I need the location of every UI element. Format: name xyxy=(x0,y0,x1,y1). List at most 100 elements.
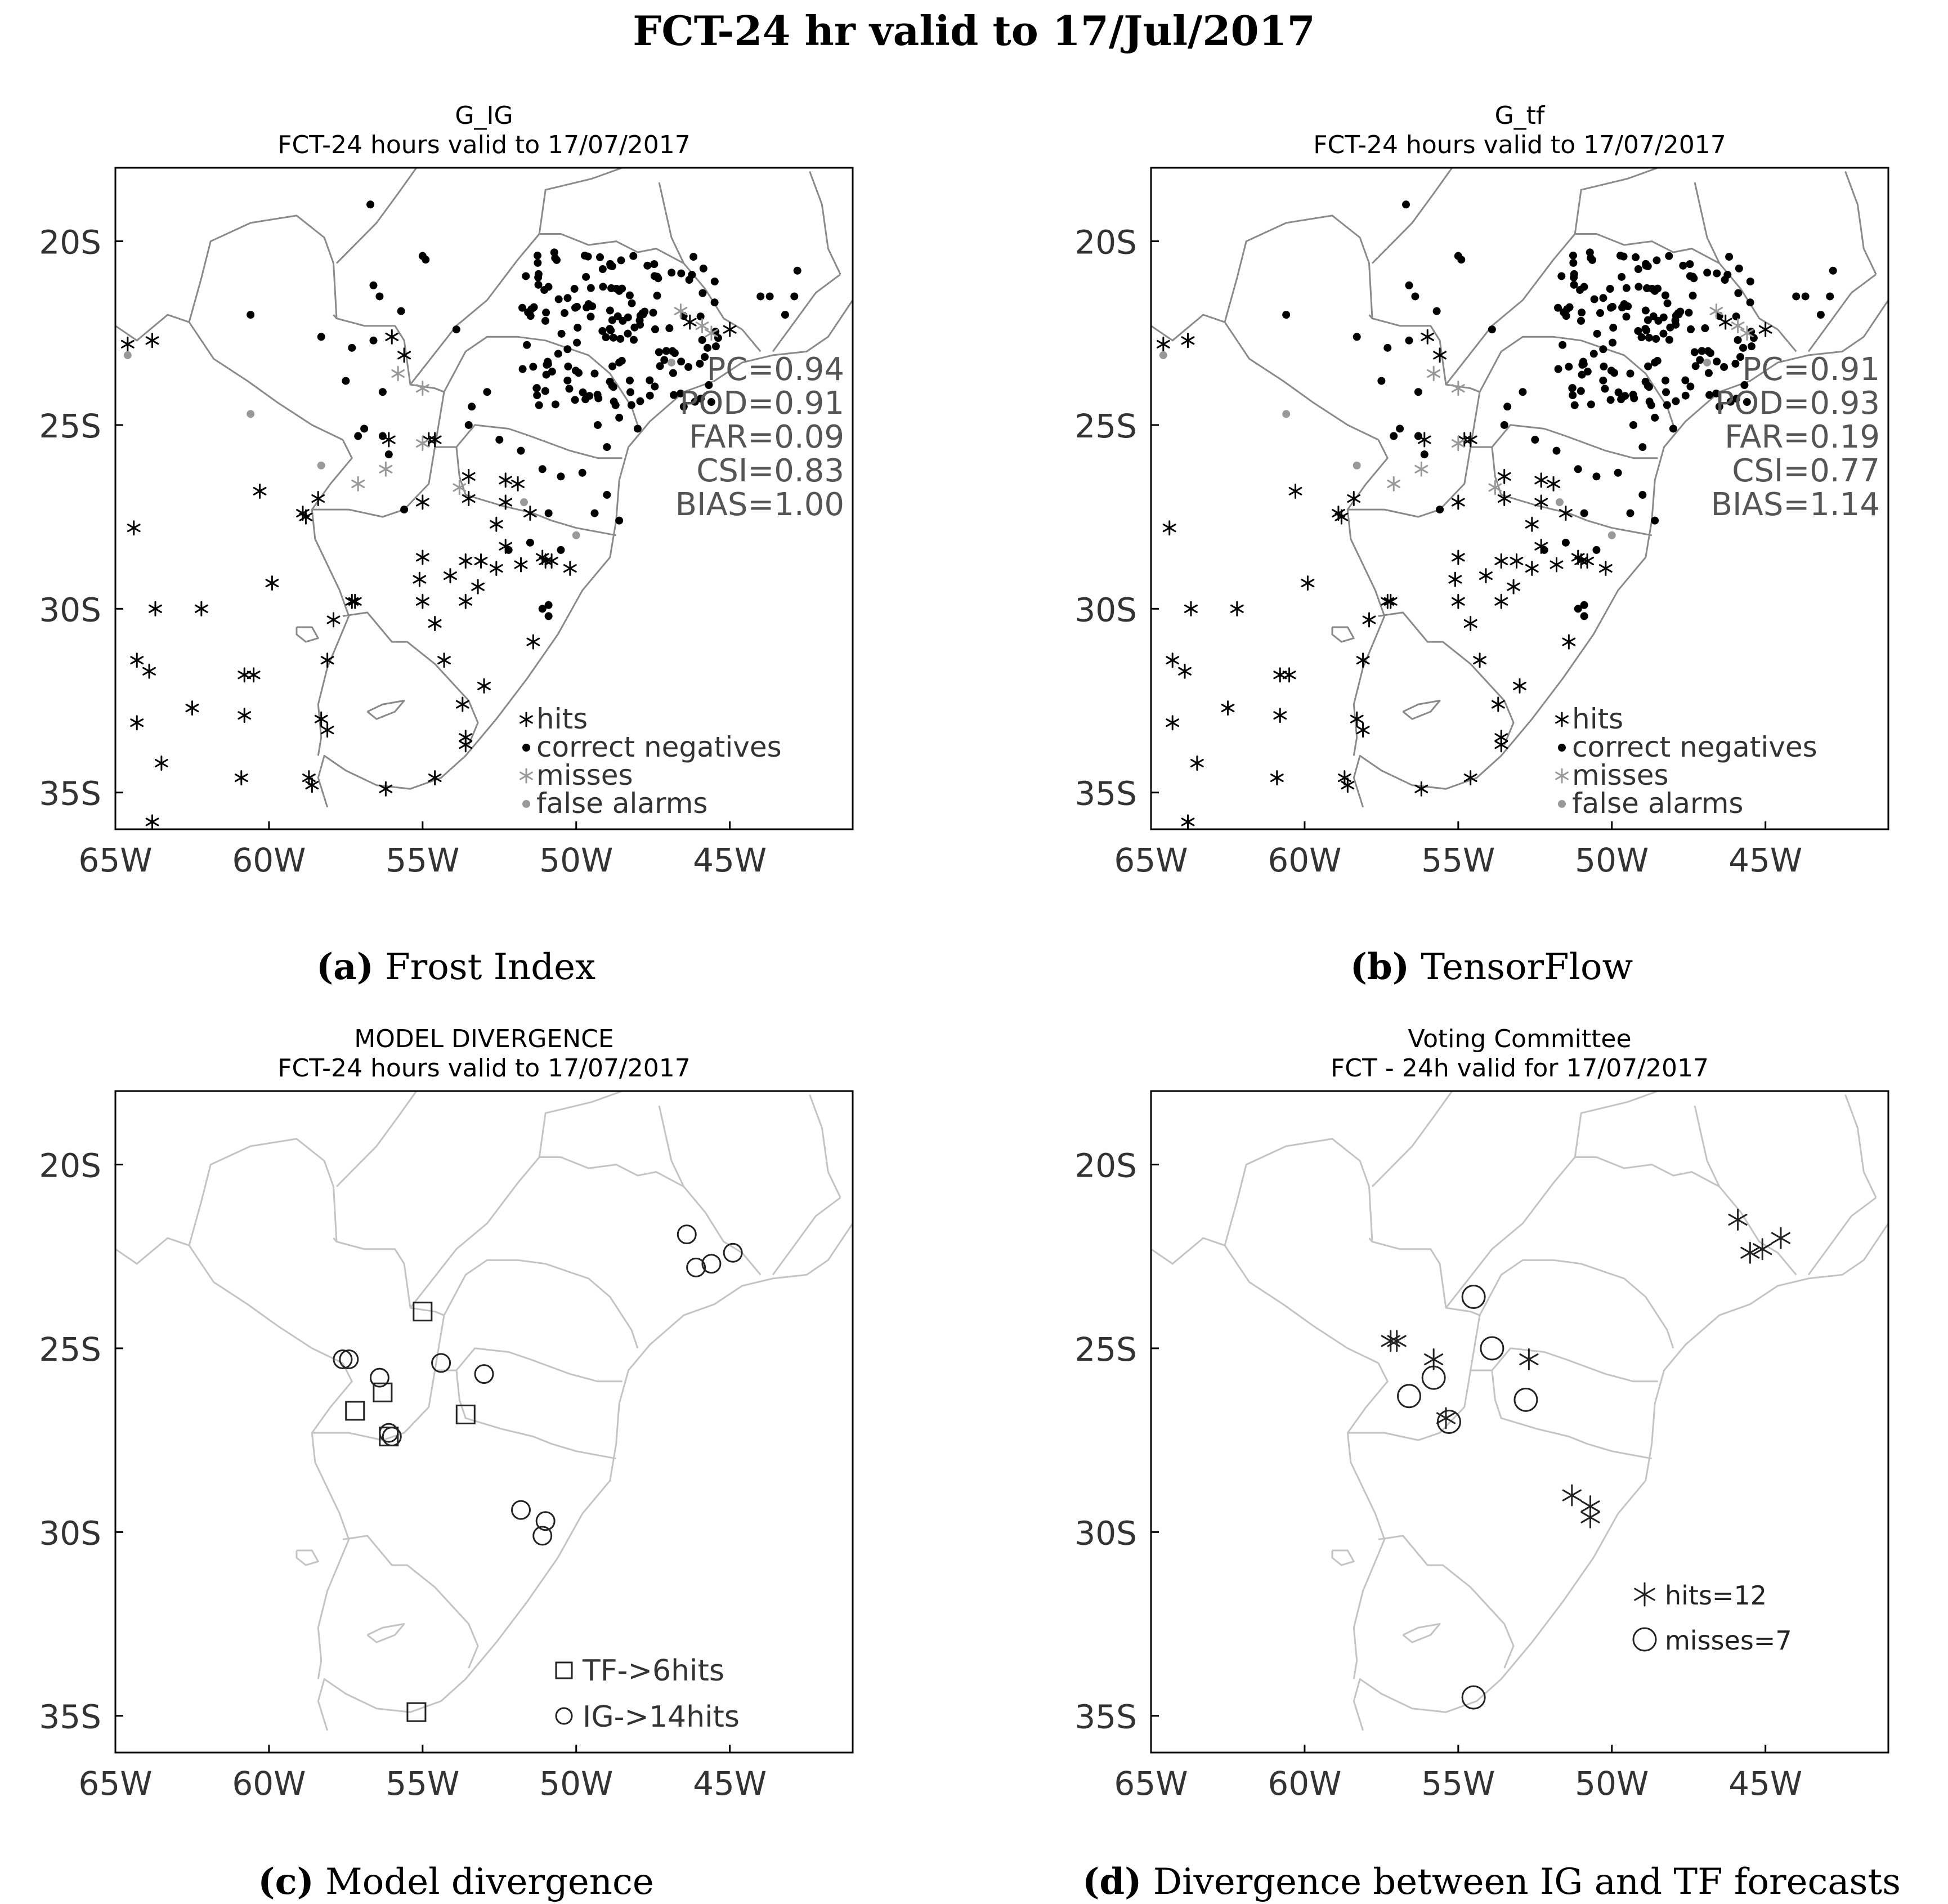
correct-negative-marker xyxy=(1586,248,1594,257)
legend-label: TF->6hits xyxy=(582,1654,724,1688)
main-title: FCT-24 hr valid to 17/Jul/2017 xyxy=(633,7,1315,55)
correct-negative-marker xyxy=(1590,295,1598,303)
hit-marker xyxy=(683,314,697,330)
correct-negative-marker xyxy=(1690,348,1699,356)
correct-negative-marker xyxy=(1746,277,1754,285)
hit-marker xyxy=(1562,634,1576,650)
x-tick-label: 60W xyxy=(232,841,306,879)
hit-marker xyxy=(539,553,553,569)
hit-marker xyxy=(1282,667,1296,683)
correct-negative-marker xyxy=(1390,432,1398,440)
panel-title-line1: Voting Committee xyxy=(1408,1025,1631,1053)
tf-hit-square xyxy=(413,1302,433,1322)
hit-marker xyxy=(1463,615,1477,631)
correct-negative-marker xyxy=(711,342,720,351)
correct-negative-marker xyxy=(1691,362,1700,370)
correct-negative-marker xyxy=(1574,465,1582,473)
correct-negative-marker xyxy=(1725,253,1734,261)
correct-negative-marker xyxy=(1606,285,1614,293)
state-border xyxy=(1445,1156,1797,1309)
correct-negative-marker xyxy=(517,446,525,455)
hit-marker xyxy=(526,634,540,650)
state-border xyxy=(1445,233,1797,386)
correct-negative-marker xyxy=(1740,381,1749,390)
hit-marker xyxy=(415,593,429,609)
map-boundaries xyxy=(115,1091,853,1731)
hit-marker xyxy=(1414,781,1428,797)
correct-negative-marker xyxy=(518,365,527,373)
miss-circle xyxy=(1421,1365,1446,1390)
state-border xyxy=(538,168,623,234)
correct-negative-marker xyxy=(1644,316,1652,324)
hit-marker xyxy=(1383,593,1398,609)
correct-negative-marker xyxy=(1641,325,1650,333)
caption-text: Divergence between IG and TF forecasts xyxy=(1153,1861,1901,1903)
correct-negative-marker xyxy=(1792,292,1801,301)
correct-negative-marker xyxy=(522,272,530,280)
hit-marker xyxy=(499,472,513,488)
miss-marker xyxy=(1427,366,1441,382)
stat-csi: CSI=0.77 xyxy=(1732,453,1880,489)
correct-negative-marker xyxy=(584,252,592,261)
correct-negative-marker xyxy=(533,251,541,260)
correct-negative-marker xyxy=(765,292,774,301)
miss-circle xyxy=(1397,1384,1421,1409)
correct-negative-marker xyxy=(608,381,616,390)
miss-marker xyxy=(415,381,429,396)
correct-negative-marker xyxy=(526,538,534,547)
panel-title-line2: FCT - 24h valid for 17/07/2017 xyxy=(1331,1054,1709,1083)
correct-negative-marker xyxy=(1703,269,1712,277)
correct-negative-marker xyxy=(348,343,356,352)
correct-negative-marker xyxy=(1569,391,1577,400)
map-boundaries xyxy=(1151,168,1888,808)
state-border xyxy=(1491,1347,1658,1383)
correct-negative-marker xyxy=(551,400,559,409)
y-tick-label: 25S xyxy=(39,407,101,445)
correct-negative-marker xyxy=(1622,284,1631,292)
correct-negative-marker xyxy=(599,283,607,291)
tf-hit-square xyxy=(406,1702,427,1722)
hit-marker xyxy=(1451,549,1465,565)
hit-marker xyxy=(489,516,503,532)
correct-negative-marker xyxy=(1596,309,1605,318)
correct-negative-marker xyxy=(1634,265,1642,274)
correct-negative-marker xyxy=(616,334,625,343)
lagoon xyxy=(1402,1623,1441,1643)
correct-negative-marker xyxy=(603,443,611,452)
correct-negative-marker xyxy=(707,398,715,406)
panel-title-line1: MODEL DIVERGENCE xyxy=(354,1025,613,1053)
x-tick-label: 60W xyxy=(1268,1764,1341,1803)
x-tick-label: 65W xyxy=(1114,841,1188,879)
correct-negative-marker xyxy=(557,546,565,554)
correct-negative-marker xyxy=(1578,370,1586,379)
correct-negative-marker xyxy=(593,421,602,429)
correct-negative-marker xyxy=(677,357,686,366)
correct-negative-marker xyxy=(1647,401,1655,409)
correct-negative-marker xyxy=(1609,338,1617,347)
hit-marker xyxy=(499,494,513,510)
correct-negative-marker xyxy=(691,397,699,406)
hit-marker xyxy=(499,538,513,554)
correct-negative-marker xyxy=(698,336,706,344)
false-alarm-marker xyxy=(1703,358,1711,367)
correct-negative-marker xyxy=(609,333,617,342)
map-boundaries xyxy=(1151,1091,1888,1731)
correct-negative-marker xyxy=(542,309,550,317)
stat-pc: PC=0.91 xyxy=(1743,351,1880,388)
correct-negative-marker xyxy=(1651,516,1659,525)
correct-negative-marker xyxy=(596,253,604,261)
hit-star xyxy=(1740,1241,1760,1264)
correct-negative-marker xyxy=(710,277,719,285)
y-tick-label: 25S xyxy=(1074,1330,1137,1369)
correct-negative-marker xyxy=(1696,356,1704,364)
hit-marker xyxy=(437,652,451,668)
correct-negative-marker xyxy=(701,352,709,361)
correct-negative-marker xyxy=(1734,289,1743,297)
hit-marker xyxy=(385,329,399,345)
correct-negative-marker xyxy=(670,391,678,399)
hit-marker xyxy=(314,711,328,727)
miss-circle xyxy=(1436,1410,1461,1434)
hit-marker xyxy=(1341,777,1355,793)
hit-marker xyxy=(1513,678,1526,694)
